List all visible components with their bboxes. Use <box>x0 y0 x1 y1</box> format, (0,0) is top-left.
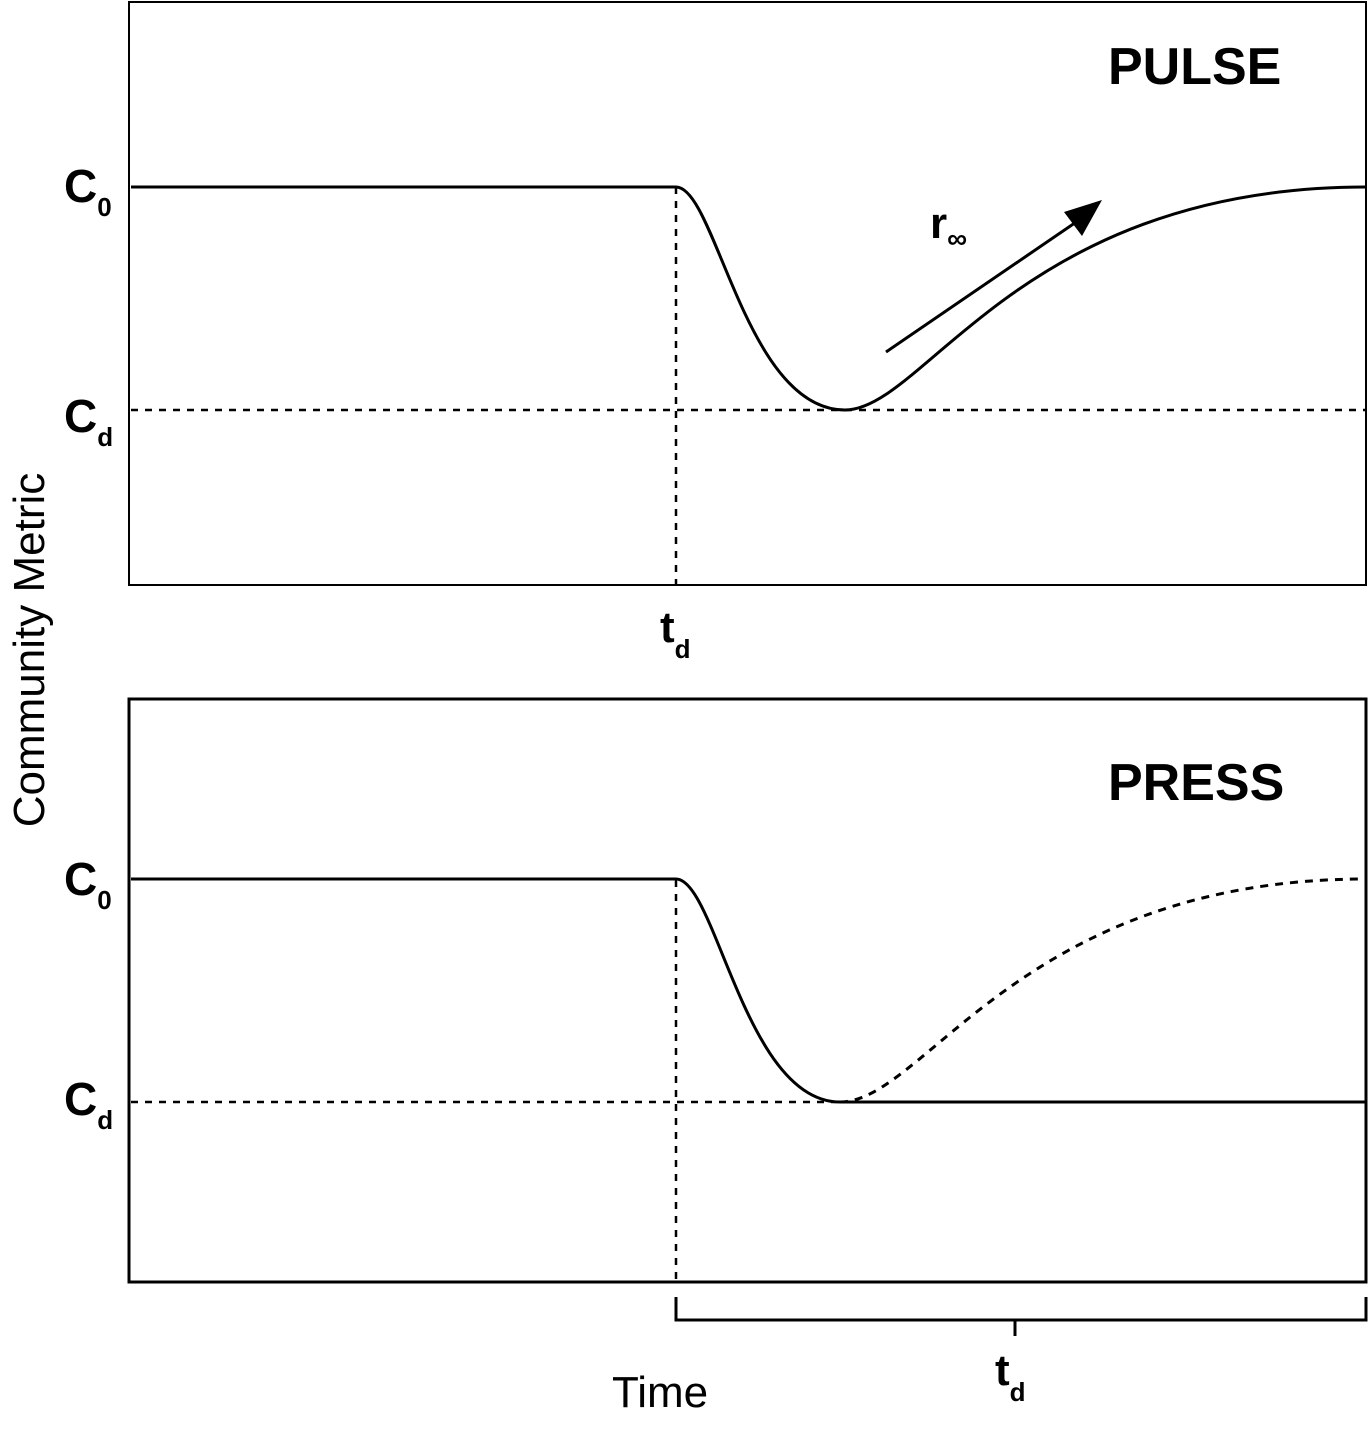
press-cd-sub: d <box>97 1105 113 1135</box>
press-frame <box>127 697 1368 1284</box>
press-c0-sub: 0 <box>97 885 111 915</box>
press-c0-label: C0 <box>64 853 112 915</box>
recovery-rate-sub: ∞ <box>947 223 967 254</box>
recovery-rate-arrow-shaft <box>885 214 1086 354</box>
press-hypothetical-recovery <box>839 877 1367 1104</box>
pulse-c0-label: C0 <box>64 160 112 222</box>
press-cd-label: Cd <box>64 1073 113 1135</box>
pulse-title: PULSE <box>1108 38 1281 96</box>
recovery-rate-main: r <box>930 199 947 248</box>
pulse-frame <box>128 1 1367 586</box>
press-response-curve <box>131 877 1366 1104</box>
pulse-response-curve <box>131 185 1367 412</box>
recovery-rate-label: r∞ <box>930 199 967 254</box>
pulse-td-label: td <box>660 603 691 664</box>
y-axis-label: Community Metric <box>5 473 54 828</box>
press-panel: PRESS C0 Cd td <box>64 697 1368 1407</box>
press-cd-main: C <box>64 1073 97 1125</box>
press-td-sub: d <box>1010 1377 1026 1407</box>
pulse-c0-main: C <box>64 160 97 212</box>
x-axis-label: Time <box>612 1368 708 1417</box>
press-duration-bracket <box>674 1297 1368 1336</box>
pulse-td-main: t <box>660 603 675 652</box>
press-td-label: td <box>995 1346 1026 1407</box>
press-title: PRESS <box>1108 754 1284 812</box>
pulse-cd-sub: d <box>97 422 113 452</box>
recovery-rate-arrowhead <box>1064 200 1102 236</box>
pulse-td-sub: d <box>675 634 691 664</box>
press-c0-main: C <box>64 853 97 905</box>
press-td-main: t <box>995 1346 1010 1395</box>
pulse-cd-label: Cd <box>64 390 113 452</box>
pulse-panel: PULSE C0 Cd r∞ td <box>64 1 1367 664</box>
pulse-c0-sub: 0 <box>97 192 111 222</box>
pulse-cd-main: C <box>64 390 97 442</box>
